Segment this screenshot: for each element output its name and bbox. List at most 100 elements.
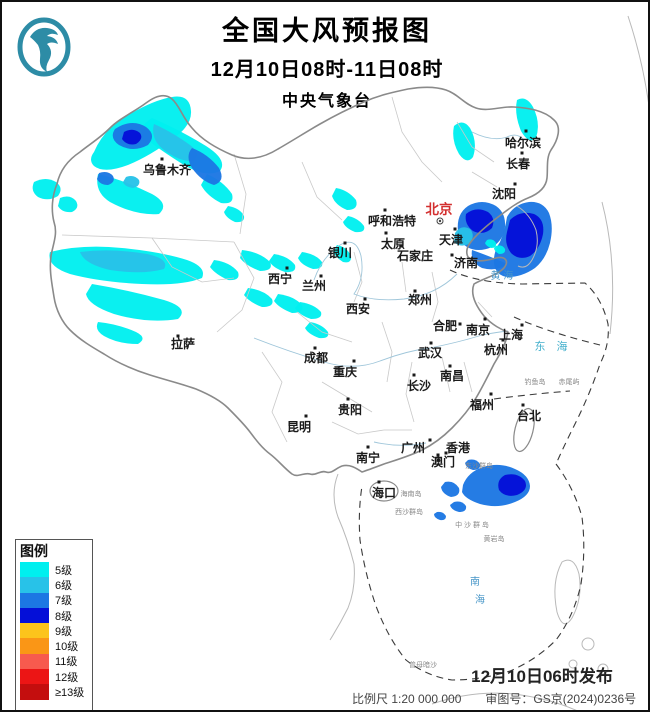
city-label: 澳门 — [431, 454, 455, 469]
city-label: 重庆 — [333, 364, 357, 379]
legend-label: 11级 — [55, 656, 78, 669]
sea-label: 曾母暗沙 — [409, 660, 437, 669]
city-dot — [501, 338, 505, 342]
taiwan-island — [513, 407, 535, 453]
yellow-river — [313, 241, 458, 301]
city-dot — [524, 129, 528, 133]
map-scale: 比例尺 1:20 000 000 — [352, 692, 462, 706]
korea-coast — [516, 205, 538, 268]
ryukyu-arc — [601, 201, 614, 335]
city-label: 天津 — [439, 232, 463, 247]
city-label: 银川 — [328, 245, 352, 260]
legend-color-swatch — [20, 592, 49, 608]
city-dot — [453, 227, 457, 231]
city-dot — [489, 392, 493, 396]
wind-patch-5级 — [240, 250, 271, 271]
legend-item: 6级 — [20, 577, 89, 593]
legend-item: 5级 — [20, 562, 89, 578]
issue-time: 12月10日06时发布 — [471, 667, 613, 686]
city-dot — [413, 289, 417, 293]
borneo-coast — [431, 692, 577, 710]
wind-patch-7级 — [465, 459, 481, 470]
wind-patch-5级 — [86, 284, 182, 321]
sea-label: 黄 海 — [491, 269, 514, 282]
wind-patch-7级 — [434, 511, 446, 521]
city-dot — [319, 274, 323, 278]
wind-patch-6级 — [80, 250, 166, 273]
wind-patch-5级 — [332, 188, 357, 210]
wind-patch-5级 — [96, 322, 143, 344]
philippine-island — [581, 637, 595, 651]
legend-label: 9级 — [55, 625, 73, 638]
capital-marker-dot — [438, 219, 442, 223]
wind-patch-layer — [32, 96, 552, 521]
legend-color-swatch — [20, 607, 49, 624]
city-dot — [412, 373, 416, 377]
city-label: 香港 — [445, 440, 471, 455]
city-dot — [450, 253, 454, 257]
wind-patch-5级 — [269, 254, 296, 273]
sea-label: 西沙群岛 — [395, 507, 423, 516]
luzon-island — [554, 559, 581, 625]
legend-color-swatch — [20, 684, 49, 700]
wind-patch-6级 — [454, 227, 473, 246]
sea-label: 钓鱼岛 — [525, 377, 546, 386]
city-label: 西安 — [346, 301, 370, 316]
city-dot — [285, 266, 289, 270]
legend-box: 图例 5级 6级 7级 8级 9级 10级 11级 12级 ≥13级 — [15, 539, 93, 710]
city-label: 杭州 — [484, 342, 508, 357]
city-label: 石家庄 — [396, 248, 433, 263]
rivers — [253, 131, 525, 446]
wind-patch-8级 — [122, 129, 142, 145]
city-dot — [176, 334, 180, 338]
wind-patch-7级 — [450, 501, 467, 512]
city-label: 太原 — [381, 236, 405, 251]
wind-patch-5级 — [58, 196, 78, 213]
legend-color-swatch — [20, 638, 49, 654]
city-label: 拉萨 — [171, 336, 195, 351]
city-label: 哈尔滨 — [505, 135, 541, 150]
wind-patch-5级 — [32, 179, 61, 200]
maritime-dashed-lines — [358, 269, 609, 681]
wind-patch-7级 — [97, 172, 114, 185]
city-label: 南宁 — [356, 450, 380, 465]
city-dot — [444, 451, 448, 455]
cma-dragon-logo — [17, 17, 71, 77]
sea-label: 海南岛 — [401, 489, 422, 498]
legend-item: 10级 — [20, 638, 89, 654]
wind-patch-5级 — [453, 122, 475, 161]
city-label: 海口 — [372, 485, 396, 500]
wind-patch-5级 — [295, 302, 322, 319]
city-label: 乌鲁木齐 — [143, 162, 192, 177]
city-label: 西宁 — [268, 271, 292, 286]
wind-patch-5级 — [305, 322, 329, 339]
wind-patch-8级 — [506, 212, 544, 258]
province-boundaries — [61, 96, 498, 443]
city-label: 合肥 — [433, 318, 457, 333]
map-approval-number: 审图号：GS京(2024)0236号 — [485, 692, 637, 706]
city-label: 上海 — [499, 327, 523, 342]
city-dot — [160, 157, 164, 161]
legend-color-swatch — [20, 562, 49, 578]
city-label: 长沙 — [407, 378, 431, 393]
city-dot — [521, 403, 525, 407]
city-label: 台北 — [517, 408, 541, 423]
sea-label: 南 — [470, 575, 480, 588]
wind-patch-8级 — [498, 474, 526, 496]
legend-item: ≥13级 — [20, 684, 89, 700]
wind-patch-5级 — [210, 260, 239, 281]
city-label: 济南 — [454, 255, 478, 270]
wind-patch-5级 — [333, 245, 352, 263]
city-dot — [366, 445, 370, 449]
wind-patch-7级 — [441, 481, 460, 497]
city-dot — [520, 151, 524, 155]
sea-label: 黄岩岛 — [484, 534, 505, 543]
capital-label: 北京 — [426, 201, 453, 217]
wind-patch-5级 — [494, 245, 506, 254]
legend-label: 5级 — [55, 564, 73, 577]
city-dot — [384, 231, 388, 235]
city-dot — [483, 317, 487, 321]
wind-patch-6级 — [123, 176, 140, 188]
legend-item: 7级 — [20, 592, 89, 608]
